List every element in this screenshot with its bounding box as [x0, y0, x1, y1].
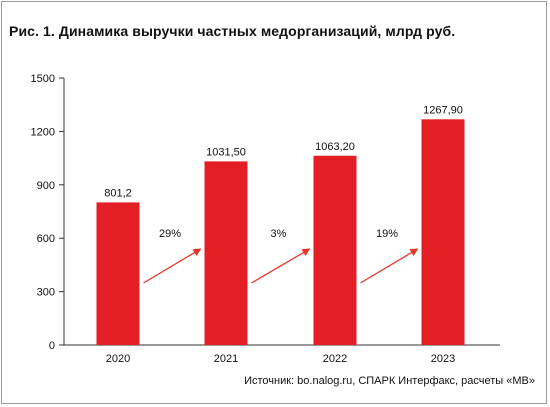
bar-value-label: 1267,90	[423, 104, 463, 116]
growth-label: 3%	[271, 228, 287, 240]
bar-2021	[204, 161, 248, 345]
growth-arrow	[360, 248, 419, 284]
y-tick-label: 1500	[31, 73, 55, 85]
x-tick-label: 2023	[431, 353, 455, 365]
growth-arrow	[251, 248, 311, 284]
chart-title: Рис. 1. Динамика выручки частных медорга…	[9, 23, 456, 39]
bar-2022	[313, 155, 357, 345]
bar-value-label: 801,2	[104, 187, 132, 199]
y-tick-label: 0	[49, 340, 55, 352]
y-tick-label: 300	[37, 287, 55, 299]
bar-2023	[421, 119, 465, 345]
growth-label: 29%	[159, 228, 181, 240]
bar-2020	[96, 202, 140, 345]
source-note: Источник: bo.nalog.ru, СПАРК Интерфакс, …	[244, 375, 535, 387]
bar-value-label: 1031,50	[206, 146, 246, 158]
x-tick-label: 2022	[323, 353, 347, 365]
bar-value-label: 1063,20	[315, 141, 355, 153]
growth-label: 19%	[376, 228, 398, 240]
x-tick-label: 2020	[106, 353, 130, 365]
y-tick-label: 600	[37, 233, 55, 245]
y-tick-label: 1200	[31, 126, 55, 138]
x-tick-label: 2021	[214, 353, 238, 365]
y-tick-label: 900	[37, 180, 55, 192]
growth-arrow	[143, 248, 202, 284]
